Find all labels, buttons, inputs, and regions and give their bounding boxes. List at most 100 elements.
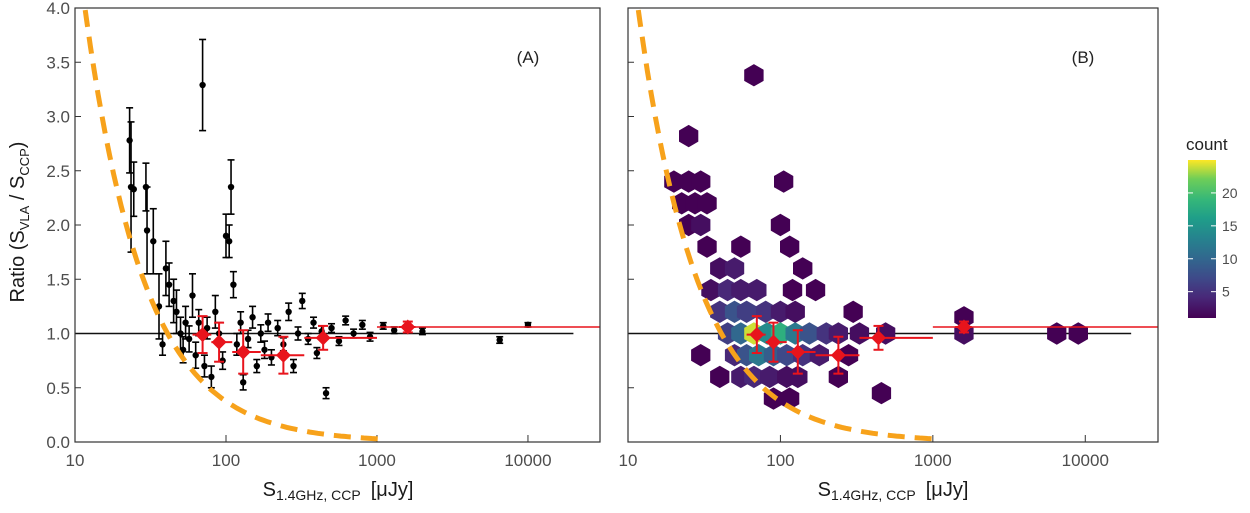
data-point	[159, 332, 167, 357]
data-point	[219, 351, 227, 371]
data-point	[418, 327, 426, 336]
data-point-marker	[390, 327, 398, 334]
data-point	[130, 161, 138, 218]
panel-a-model-curve	[82, 8, 384, 442]
hex-bin	[697, 192, 717, 215]
y-tick-label: 2.5	[46, 162, 70, 181]
y-axis-title-prefix: Ratio (S	[7, 230, 29, 302]
hex-bin	[777, 344, 797, 367]
panel-a-x-axis-title: S1.4GHz, CCP [μJy]	[263, 479, 414, 503]
data-point	[229, 270, 237, 299]
data-point-marker	[285, 308, 292, 315]
hex-bin	[788, 365, 808, 389]
data-point-marker	[130, 185, 137, 193]
binned-point	[786, 329, 816, 375]
binned-point-marker	[765, 334, 781, 350]
data-point	[162, 240, 170, 297]
panel-a-x-tick-label: 100	[212, 451, 240, 470]
binned-point-marker	[195, 327, 211, 343]
binned-point	[211, 321, 233, 363]
data-point-marker	[126, 137, 133, 144]
data-point	[298, 292, 306, 310]
binned-point	[955, 319, 972, 335]
y-tick-label: 4.0	[46, 0, 70, 18]
data-point	[390, 326, 398, 335]
data-point	[304, 332, 312, 346]
hex-bin	[731, 278, 751, 302]
hex-bin	[691, 170, 711, 193]
binned-point-marker	[790, 344, 806, 360]
data-point	[188, 273, 196, 319]
hex-bin	[770, 300, 791, 323]
panel-b-frame	[627, 7, 1159, 443]
panel-a-x-tick-label: 10	[66, 451, 85, 470]
binned-point	[192, 315, 212, 355]
data-point-marker	[257, 330, 264, 337]
panel-b-x-title-sub: 1.4GHz, CCP	[831, 487, 916, 503]
data-point-marker	[350, 330, 357, 337]
hex-bin	[731, 235, 751, 258]
data-point-marker	[244, 335, 252, 343]
hex-bin	[749, 344, 769, 367]
data-point	[274, 319, 282, 337]
data-point-marker	[177, 330, 184, 337]
data-point-marker	[233, 341, 241, 348]
data-point	[199, 38, 207, 132]
data-point-marker	[328, 324, 335, 332]
colorbar: count 5 10 15 20	[1186, 135, 1238, 318]
binned-point	[746, 315, 766, 355]
data-point-marker	[496, 336, 503, 344]
data-point-marker	[203, 324, 211, 332]
panel-a-axes: 10 100 1000 10000 0.0 0.5 1.0 1.5 2.0 2.5 3.0 3.5 4.…	[46, 0, 551, 470]
data-point	[328, 322, 336, 334]
binned-point-marker	[956, 319, 972, 335]
data-point-marker	[366, 333, 374, 340]
data-point	[239, 373, 247, 391]
y-tick-label: 2.0	[46, 216, 70, 235]
data-point-marker	[165, 281, 173, 288]
hex-bin	[785, 300, 805, 323]
hex-bin	[710, 300, 730, 323]
data-point-marker	[185, 335, 193, 343]
panel-a-x-title-main: S	[263, 479, 276, 501]
data-point-marker	[208, 373, 215, 381]
data-point	[322, 386, 330, 400]
panel-b-axes: 10 100 1000 10000	[619, 7, 1109, 470]
panel-b-label: (B)	[1072, 48, 1095, 67]
hex-bin	[744, 64, 764, 87]
colorbar-tick-label: 10	[1222, 251, 1238, 267]
hex-bin	[760, 365, 780, 389]
data-point-marker	[335, 337, 343, 345]
data-point-marker	[290, 362, 297, 370]
data-point	[290, 358, 298, 374]
data-point-marker	[219, 357, 226, 364]
data-point-marker	[304, 335, 312, 343]
data-point	[165, 262, 173, 308]
data-point-marker	[222, 232, 230, 240]
data-point-marker	[230, 281, 237, 288]
data-point	[185, 325, 193, 353]
binned-point	[859, 324, 933, 351]
panel-a-frame	[74, 7, 601, 443]
data-point	[225, 224, 233, 259]
panel-a-x-title-unit: [μJy]	[371, 479, 414, 501]
binned-point	[260, 335, 305, 375]
data-point	[207, 365, 215, 389]
data-point	[267, 348, 275, 366]
data-point	[182, 305, 190, 340]
y-tick-label: 0.0	[46, 433, 70, 452]
data-point-marker	[419, 328, 426, 335]
data-point	[294, 326, 302, 341]
data-point-marker	[342, 317, 349, 324]
y-tick-label: 1.0	[46, 325, 70, 344]
binned-point-marker	[315, 330, 331, 346]
data-point	[170, 278, 178, 324]
hex-bin	[780, 387, 800, 410]
colorbar-ticks: 5 10 15 20	[1188, 185, 1238, 300]
hex-bin	[782, 278, 803, 302]
data-point	[310, 316, 318, 329]
data-point-marker	[173, 308, 180, 315]
hex-bin	[828, 365, 848, 389]
data-point	[313, 346, 321, 360]
hex-bin	[1068, 322, 1088, 345]
